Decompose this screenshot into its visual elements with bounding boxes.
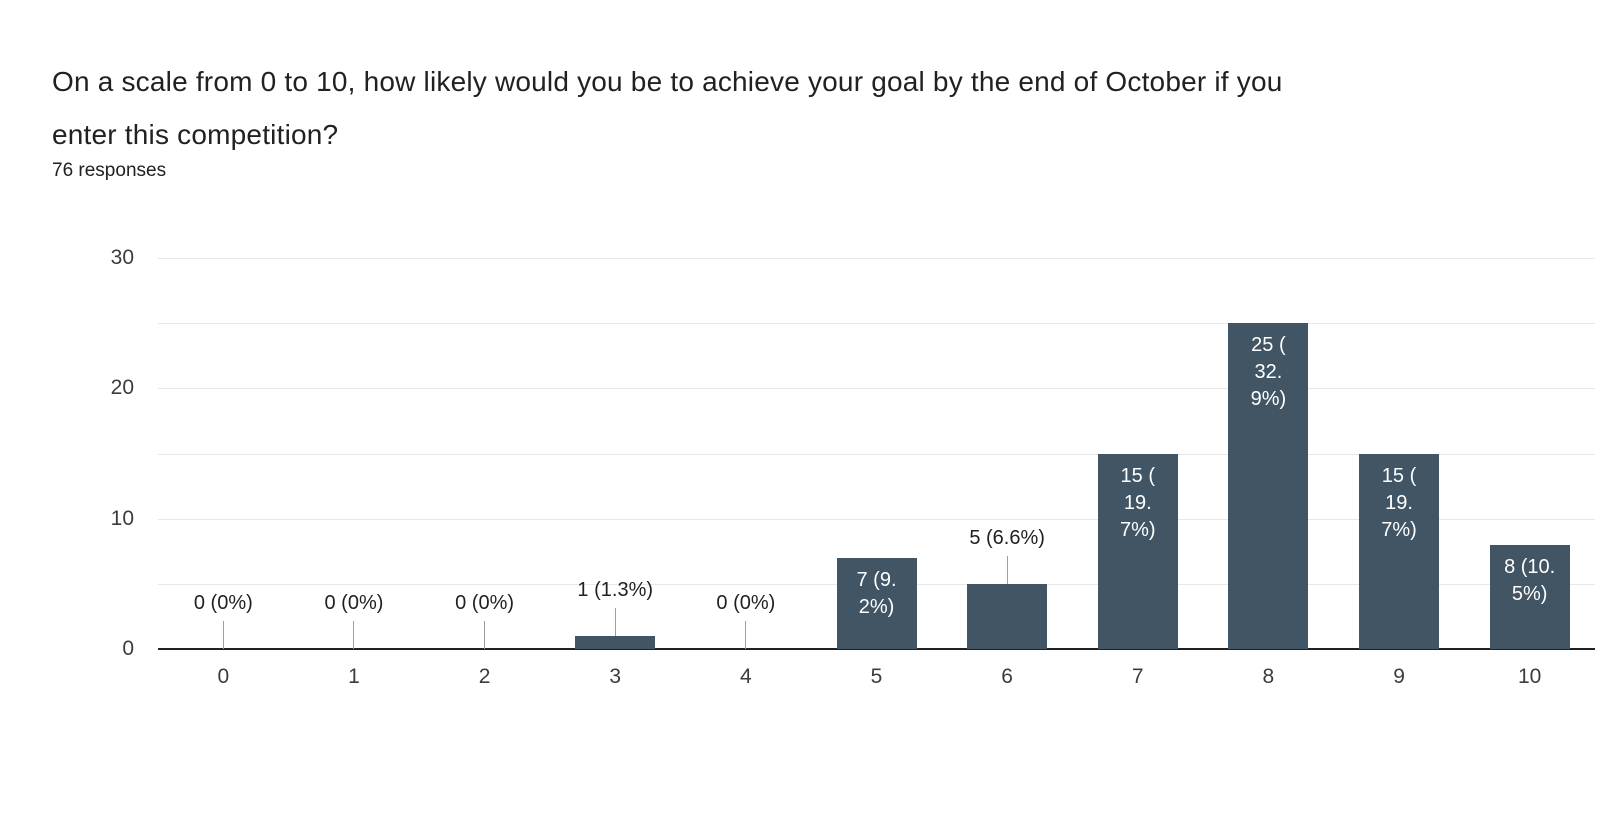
y-tick-label: 30 <box>110 246 134 269</box>
bar-value-label-line: 2%) <box>858 595 895 618</box>
bar-value-label-line: 8 (10. <box>1504 555 1556 578</box>
bar-value-label-line: 7%) <box>1119 518 1156 541</box>
question-title-line-1: On a scale from 0 to 10, how likely woul… <box>52 66 1283 97</box>
bar-value-label-line: 15 ( <box>1120 464 1155 487</box>
x-tick-label: 9 <box>1393 665 1405 688</box>
x-tick-label: 2 <box>478 665 491 688</box>
bar-value-label-line: 25 ( <box>1251 334 1286 357</box>
x-axis-baseline <box>158 648 1595 650</box>
bar-value-label-line: 9%) <box>1250 388 1287 411</box>
gridline <box>158 323 1595 325</box>
x-tick-label: 0 <box>217 665 230 688</box>
bar-value-label: 15 ( 19. 7%) <box>1098 463 1178 544</box>
bar-value-label: 25 ( 32. 9%) <box>1228 332 1308 413</box>
x-tick-label: 1 <box>348 665 360 688</box>
x-tick-label: 3 <box>609 665 622 688</box>
bar-value-label: 0 (0%) <box>324 592 384 614</box>
y-tick-label: 0 <box>122 637 134 660</box>
bar-value-label: 8 (10. 5%) <box>1490 554 1570 608</box>
bar-value-label-line: 7 (9. <box>856 568 897 591</box>
leader-line <box>353 621 355 649</box>
bar-value-label-line: 32. <box>1254 361 1283 384</box>
bar[interactable] <box>836 557 917 649</box>
leader-line <box>484 621 486 649</box>
leader-line <box>222 621 224 649</box>
bar[interactable] <box>1097 453 1178 649</box>
gridline <box>158 453 1595 455</box>
leader-line <box>1006 555 1008 584</box>
leader-line <box>745 621 747 649</box>
bar-value-label-line: 15 ( <box>1381 464 1417 487</box>
leader-line <box>614 607 616 636</box>
responses-count: 76 responses <box>52 160 167 181</box>
x-tick-label: 5 <box>870 665 883 688</box>
y-tick-label: 10 <box>110 506 134 530</box>
bar-value-label-line: 7%) <box>1381 518 1417 541</box>
gridline <box>158 258 1595 259</box>
question-title: On a scale from 0 to 10, how likely woul… <box>52 55 1283 161</box>
bar-value-label: 1 (1.3%) <box>577 578 654 601</box>
bar-value-label-line: 5%) <box>1511 582 1548 605</box>
question-title-line-2: enter this competition? <box>52 119 339 150</box>
bar-value-label: 15 ( 19. 7%) <box>1359 463 1439 544</box>
x-tick-label: 6 <box>1001 665 1013 688</box>
y-tick-label: 20 <box>110 376 134 400</box>
bar[interactable] <box>1359 453 1440 649</box>
x-tick-label: 7 <box>1131 665 1144 688</box>
bar[interactable] <box>1489 544 1570 649</box>
bar-value-label-line: 19. <box>1123 491 1152 514</box>
bar-value-label-line: 19. <box>1385 491 1413 514</box>
bar-value-label: 0 (0%) <box>716 592 776 614</box>
bar[interactable] <box>1228 323 1309 649</box>
bar[interactable] <box>967 583 1048 649</box>
gridline <box>158 518 1595 520</box>
bar-value-label: 7 (9. 2%) <box>837 567 917 621</box>
gridline <box>158 388 1595 390</box>
x-tick-label: 8 <box>1262 665 1275 688</box>
bar-value-label: 0 (0%) <box>193 592 253 614</box>
x-tick-label: 10 <box>1517 665 1542 688</box>
x-tick-label: 4 <box>740 665 752 688</box>
bar[interactable] <box>575 635 656 649</box>
bar-value-label: 0 (0%) <box>455 592 515 614</box>
bar-value-label: 5 (6.6%) <box>969 526 1045 549</box>
plot-area: 0 (0%) 0 0 (0%) 1 0 (0%) 2 1 (1.3%) 3 0 (0%) 4 7 (… <box>158 258 1595 688</box>
